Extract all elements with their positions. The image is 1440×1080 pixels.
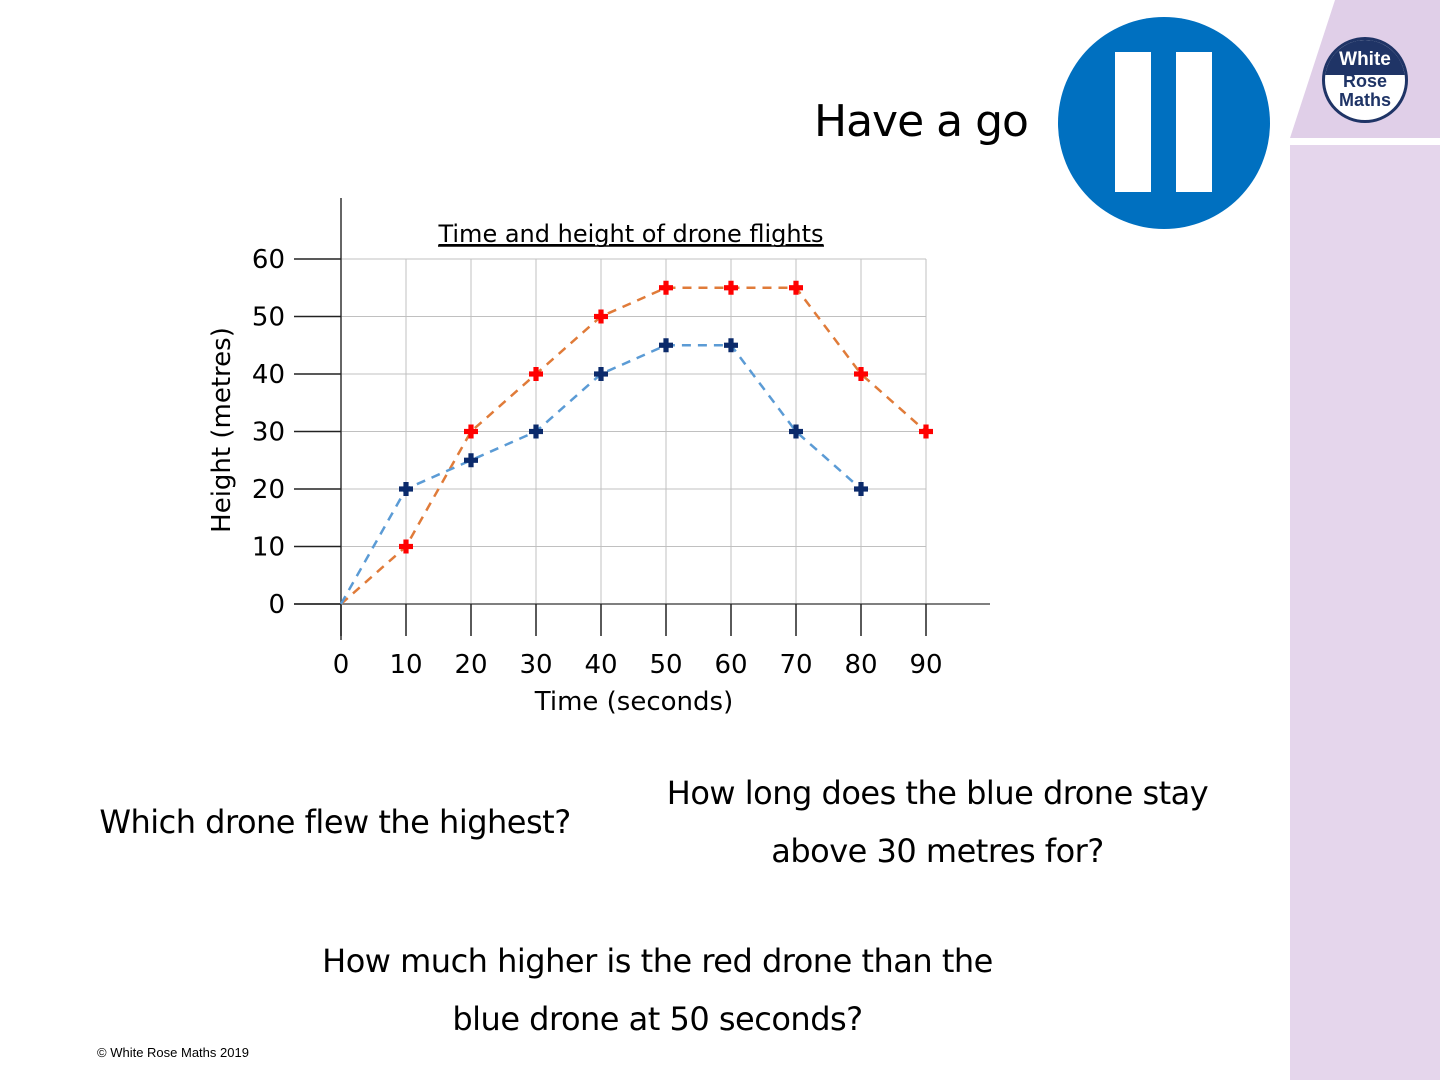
svg-text:60: 60 xyxy=(714,650,747,680)
svg-text:20: 20 xyxy=(252,475,285,505)
sidebar-panel xyxy=(1290,0,1440,1080)
copyright-notice: © White Rose Maths 2019 xyxy=(97,1045,249,1060)
plus-marker xyxy=(529,424,543,439)
svg-text:80: 80 xyxy=(844,650,877,680)
svg-text:10: 10 xyxy=(389,650,422,680)
page-title: Have a go xyxy=(814,96,1029,147)
question-1: Which drone flew the highest? xyxy=(99,803,571,841)
svg-text:60: 60 xyxy=(252,245,285,275)
plus-marker xyxy=(399,482,413,496)
question-3: How much higher is the red drone than th… xyxy=(322,942,993,1038)
svg-text:20: 20 xyxy=(454,650,487,680)
sidebar-divider xyxy=(1290,138,1440,145)
plus-marker xyxy=(529,367,543,381)
plus-marker xyxy=(399,539,413,554)
svg-text:0: 0 xyxy=(333,650,350,680)
svg-text:Height (metres): Height (metres) xyxy=(207,327,237,533)
plus-marker xyxy=(789,424,803,439)
plus-marker xyxy=(594,367,608,381)
plus-marker xyxy=(919,424,933,439)
plus-marker xyxy=(854,482,868,496)
plus-marker xyxy=(789,280,803,295)
plus-marker xyxy=(724,338,738,353)
question-2: How long does the blue drone stay above … xyxy=(666,774,1209,870)
svg-text:70: 70 xyxy=(779,650,812,680)
svg-text:0: 0 xyxy=(268,590,285,620)
svg-text:Time and height of drone fligh: Time and height of drone flights xyxy=(437,220,823,248)
svg-text:40: 40 xyxy=(252,360,285,390)
white-rose-maths-logo: White Rose Maths xyxy=(1322,37,1408,123)
plus-marker xyxy=(854,367,868,381)
plus-marker xyxy=(659,338,673,353)
plus-marker xyxy=(464,424,478,439)
svg-text:Time (seconds): Time (seconds) xyxy=(534,687,733,717)
svg-text:50: 50 xyxy=(649,650,682,680)
plus-marker xyxy=(594,309,608,324)
svg-text:10: 10 xyxy=(252,533,285,563)
pause-icon[interactable] xyxy=(1058,17,1270,229)
svg-text:30: 30 xyxy=(519,650,552,680)
svg-text:40: 40 xyxy=(584,650,617,680)
plus-marker xyxy=(724,280,738,295)
svg-text:30: 30 xyxy=(252,418,285,448)
svg-text:90: 90 xyxy=(909,650,942,680)
plus-marker xyxy=(659,280,673,295)
svg-text:50: 50 xyxy=(252,303,285,333)
plus-marker xyxy=(464,453,478,468)
